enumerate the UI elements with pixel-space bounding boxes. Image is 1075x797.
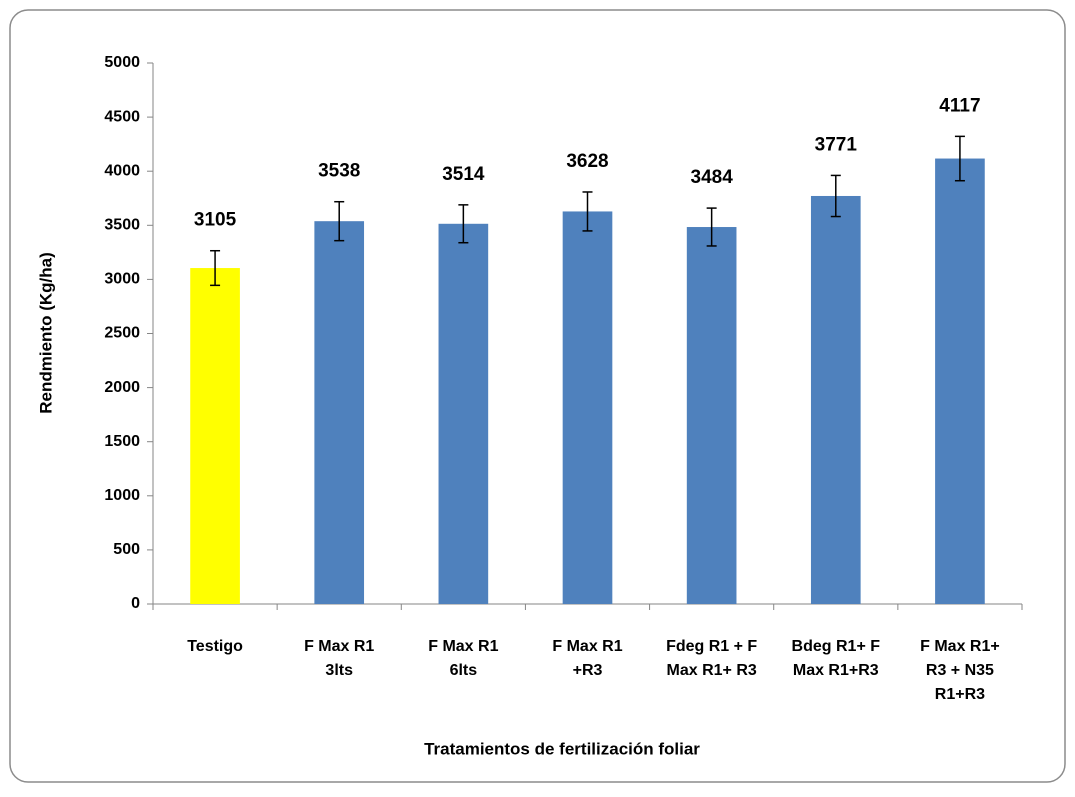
x-tick-label: Testigo <box>187 638 243 655</box>
x-axis-title: Tratamientos de fertilización foliar <box>424 739 700 758</box>
bar <box>190 268 240 604</box>
y-tick-label: 5000 <box>104 54 140 71</box>
x-tick-label: F Max R1 +R3 <box>552 638 622 679</box>
y-tick-label: 1000 <box>104 487 140 504</box>
y-tick-label: 3500 <box>104 217 140 234</box>
chart-frame <box>9 9 1066 783</box>
bar <box>562 211 613 605</box>
value-label: 3514 <box>442 164 485 185</box>
x-tick-label: F Max R1 6lts <box>428 638 498 679</box>
value-label: 4117 <box>939 95 980 116</box>
x-tick-label: Bdeg R1+ F Max R1+R3 <box>792 638 881 679</box>
y-tick-label: 1500 <box>104 433 140 450</box>
value-label: 3484 <box>691 167 734 188</box>
y-tick-label: 2000 <box>104 379 140 396</box>
x-tick-label: F Max R1+ R3 + N35 R1+R3 <box>920 638 1000 703</box>
y-tick-label: 2500 <box>104 325 140 342</box>
y-tick-label: 3000 <box>104 271 140 288</box>
bar <box>438 223 489 604</box>
y-axis-title: Rendmiento (Kg/ha) <box>36 252 55 414</box>
value-label: 3105 <box>194 210 237 231</box>
x-tick-label: F Max R1 3lts <box>304 638 374 679</box>
bar <box>314 221 365 604</box>
y-tick-label: 0 <box>131 595 140 612</box>
value-label: 3771 <box>815 134 858 155</box>
bar <box>686 227 737 605</box>
bar <box>810 195 861 605</box>
y-tick-label: 500 <box>113 541 140 558</box>
bar <box>935 158 985 605</box>
x-tick-label: Fdeg R1 + F Max R1+ R3 <box>666 638 757 679</box>
y-tick-label: 4000 <box>104 162 140 179</box>
y-tick-label: 4500 <box>104 108 140 125</box>
value-label: 3538 <box>318 161 360 182</box>
value-label: 3628 <box>566 151 608 172</box>
